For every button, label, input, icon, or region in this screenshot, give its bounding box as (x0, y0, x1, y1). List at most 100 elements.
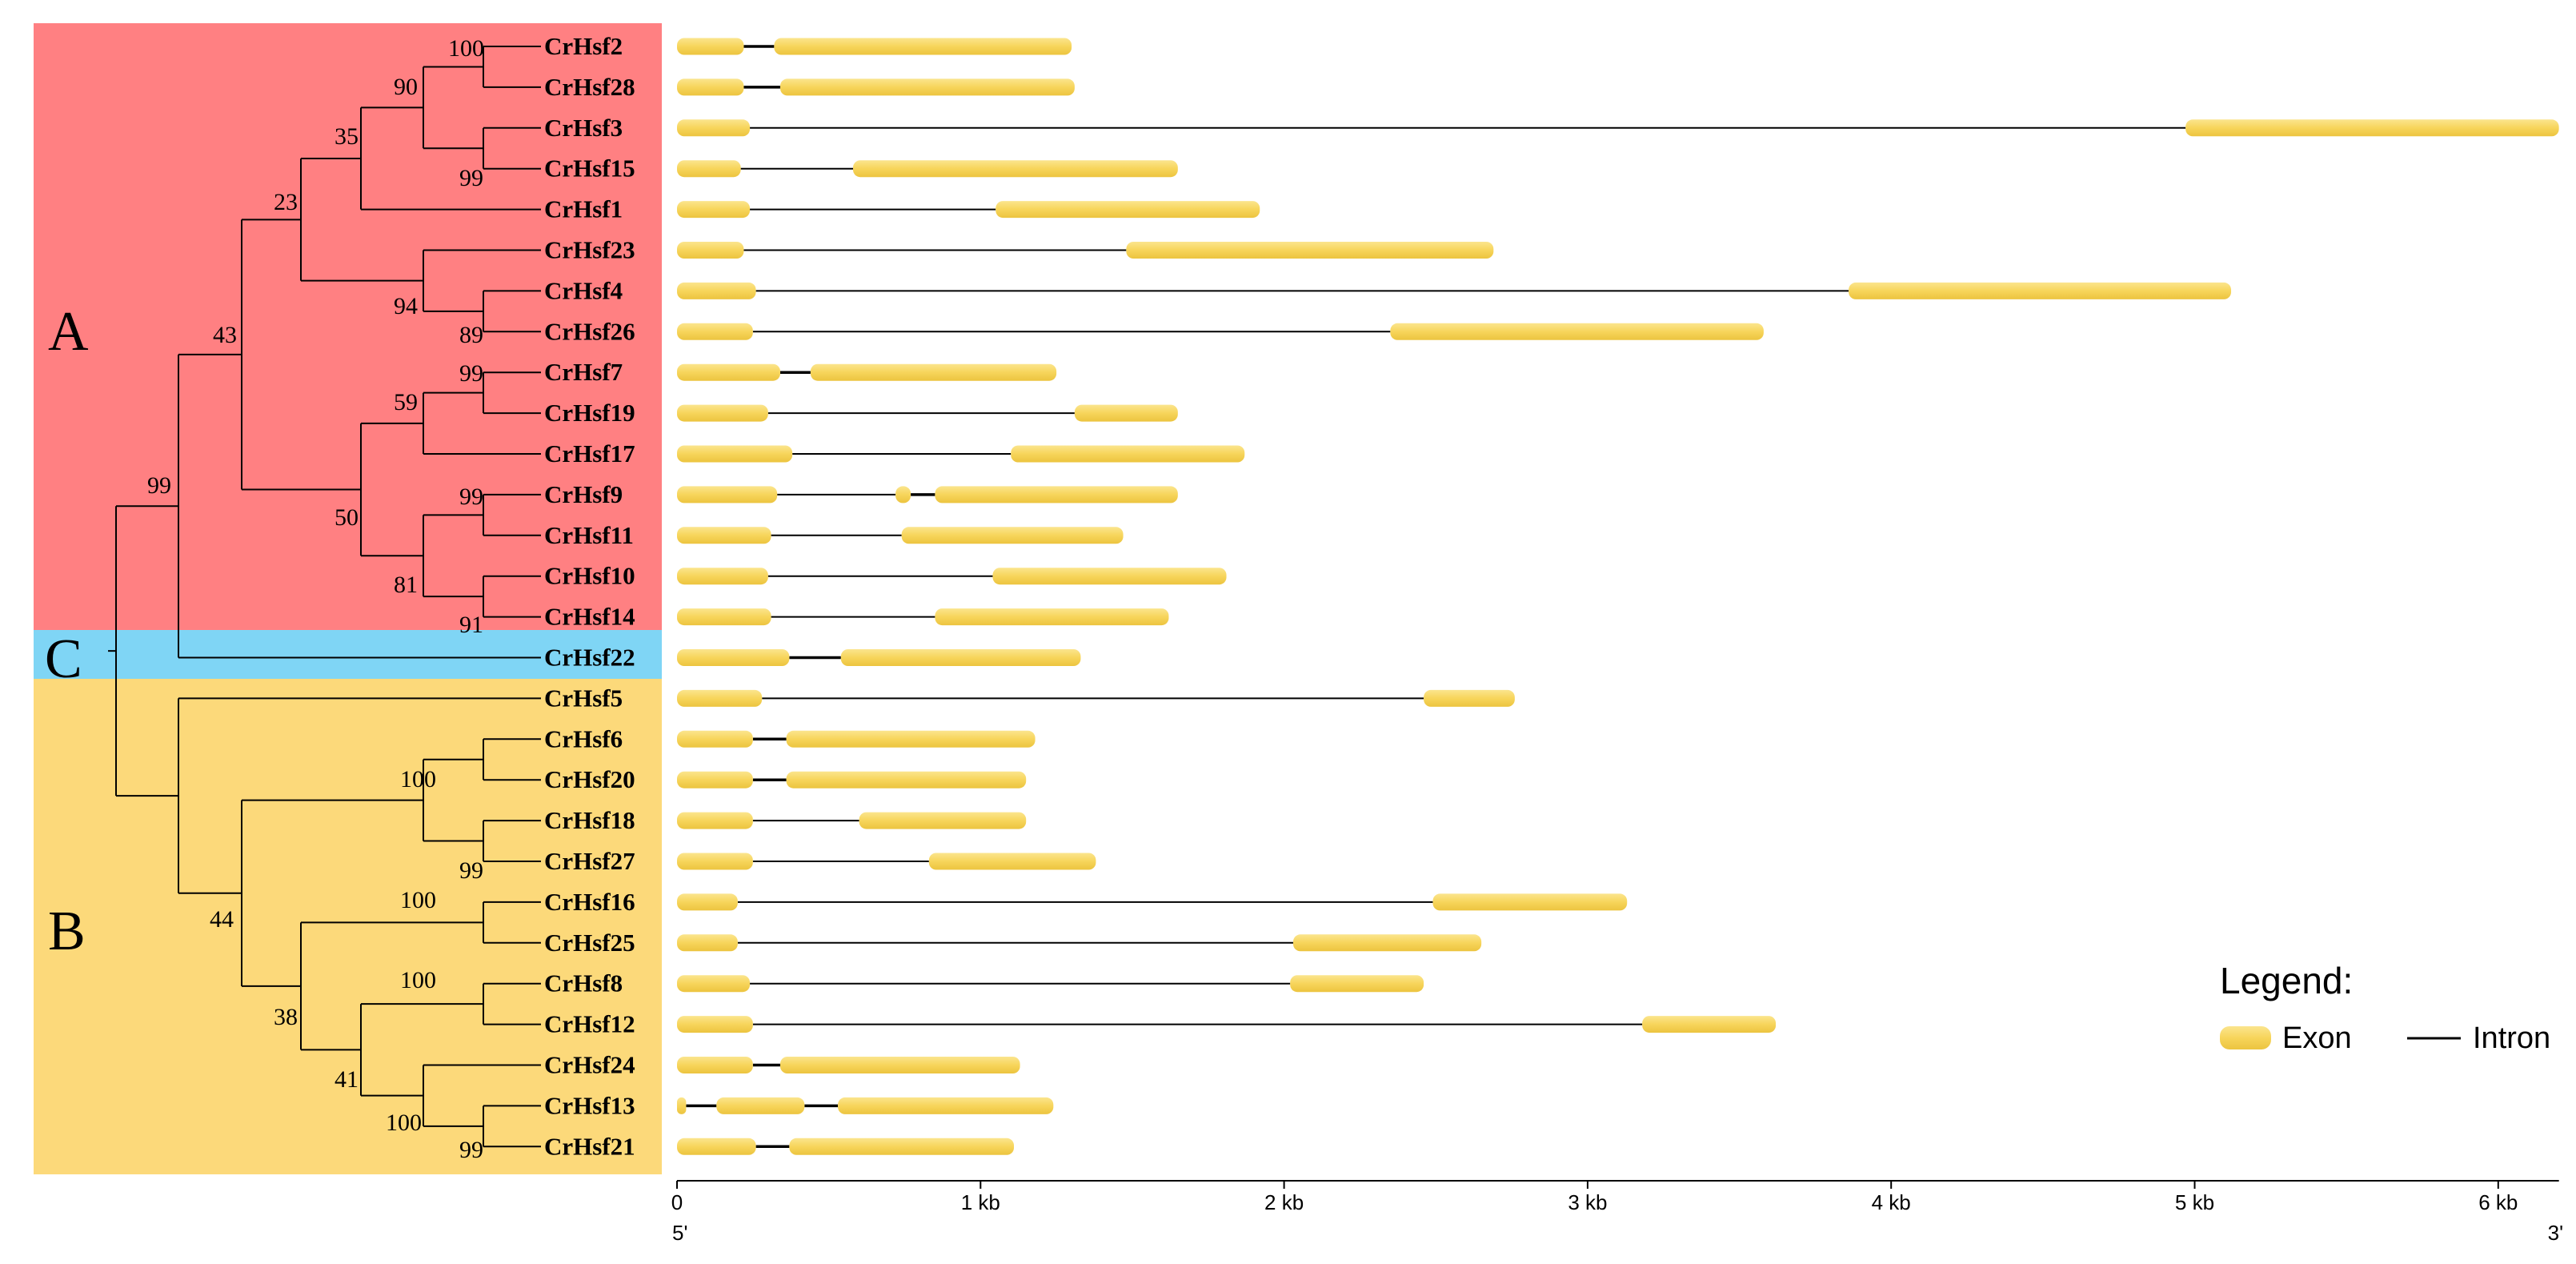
gene-label: CrHsf13 (544, 1091, 635, 1119)
kb-axis: 5' 3' 0 1 kb 2 kb 3 kb 4 kb 5 kb 6 kb (671, 1180, 2563, 1245)
phylogenetic-tree (108, 46, 541, 1148)
exon (789, 1138, 1015, 1155)
axis-end-label: 3' (2548, 1221, 2563, 1245)
exon (1074, 404, 1178, 422)
bootstrap-labels: 100 90 35 99 23 94 89 43 99 59 50 99 81 91 99 100 99 44 10… (147, 35, 484, 1163)
gene-label: CrHsf21 (544, 1132, 635, 1160)
gene-label: CrHsf20 (544, 765, 635, 793)
bootstrap-value: 100 (400, 887, 436, 913)
exon (992, 568, 1227, 585)
exon (677, 242, 744, 259)
exon (1432, 893, 1628, 911)
axis-tick-label: 2 kb (1264, 1190, 1304, 1214)
exon (677, 975, 751, 993)
gene-label: CrHsf5 (544, 684, 623, 712)
gene-structure (677, 527, 1124, 544)
exon (2185, 119, 2559, 137)
axis-tick-label: 0 (671, 1190, 683, 1214)
gene-label: CrHsf28 (544, 73, 635, 101)
exon (935, 608, 1169, 626)
exon (677, 608, 771, 626)
exon (677, 78, 744, 96)
gene-structure (677, 689, 1515, 707)
exon (677, 527, 771, 544)
exon (1292, 934, 1482, 952)
legend: Legend: Exon Intron (2220, 960, 2550, 1055)
exon (852, 160, 1178, 178)
bootstrap-value: 44 (210, 906, 234, 933)
gene-structure (677, 1138, 1015, 1155)
exon (716, 1097, 805, 1114)
exon (840, 649, 1081, 666)
gene-label: CrHsf3 (544, 114, 623, 142)
axis-tick-label: 3 kb (1568, 1190, 1607, 1214)
axis-tick-label: 5 kb (2175, 1190, 2214, 1214)
gene-label: CrHsf16 (544, 888, 635, 916)
bootstrap-value: 59 (394, 389, 418, 415)
exon (677, 1097, 687, 1114)
gene-label: CrHsf10 (544, 562, 635, 590)
gene-label: CrHsf9 (544, 480, 623, 508)
gene-structure (677, 1097, 1054, 1114)
exon (677, 1138, 756, 1155)
gene-label: CrHsf24 (544, 1051, 635, 1079)
gene-structure (677, 404, 1178, 422)
gene-structure (677, 812, 1027, 829)
exon (1126, 242, 1494, 259)
legend-exon-label: Exon (2282, 1021, 2352, 1055)
clade-background-c (34, 630, 662, 679)
exon (677, 893, 738, 911)
gene-structure (677, 201, 1260, 219)
group-labels: A C B (45, 301, 89, 962)
gene-structure (677, 934, 1482, 952)
gene-label: CrHsf4 (544, 276, 623, 304)
gene-structure (677, 486, 1178, 504)
gene-label: CrHsf11 (544, 521, 634, 549)
gene-label: CrHsf1 (544, 195, 623, 223)
gene-label: CrHsf25 (544, 929, 635, 957)
exon (1011, 445, 1245, 463)
exon (677, 486, 778, 504)
gene-label: CrHsf17 (544, 439, 635, 467)
axis-tick-label: 1 kb (961, 1190, 1000, 1214)
exon (928, 853, 1096, 870)
bootstrap-value: 23 (274, 189, 298, 215)
legend-intron-label: Intron (2473, 1021, 2550, 1055)
bootstrap-value: 94 (394, 293, 418, 319)
gene-structure (677, 893, 1628, 911)
exon (677, 38, 744, 55)
gene-structure (677, 363, 1057, 381)
gene-structure (677, 119, 2559, 137)
bootstrap-value: 81 (394, 572, 418, 598)
legend-exon-swatch (2220, 1026, 2271, 1049)
bootstrap-value: 91 (459, 612, 483, 638)
exon (677, 771, 753, 788)
gene-label: CrHsf7 (544, 358, 623, 386)
gene-structure (677, 445, 1245, 463)
gene-structure (677, 38, 1072, 55)
gene-label: CrHsf12 (544, 1010, 635, 1038)
bootstrap-value: 89 (459, 322, 483, 348)
gene-label: CrHsf19 (544, 399, 635, 427)
group-label-a: A (48, 301, 89, 363)
exon (677, 160, 741, 178)
exon (1290, 975, 1424, 993)
exon (859, 812, 1027, 829)
exon (677, 363, 780, 381)
gene-structure (677, 78, 1075, 96)
exon (935, 486, 1178, 504)
group-label-c: C (45, 628, 82, 690)
exon (677, 689, 763, 707)
gene-structure (677, 1016, 1777, 1033)
exon (677, 1016, 753, 1033)
bootstrap-value: 90 (394, 74, 418, 100)
exon (677, 282, 756, 299)
exon (677, 1057, 753, 1073)
gene-structure (677, 853, 1096, 870)
gene-label: CrHsf18 (544, 806, 635, 834)
gene-structure (677, 323, 1764, 340)
gene-structure (677, 242, 1494, 259)
gene-label: CrHsf8 (544, 969, 623, 997)
axis-start-label: 5' (672, 1221, 687, 1245)
exon (677, 323, 753, 340)
